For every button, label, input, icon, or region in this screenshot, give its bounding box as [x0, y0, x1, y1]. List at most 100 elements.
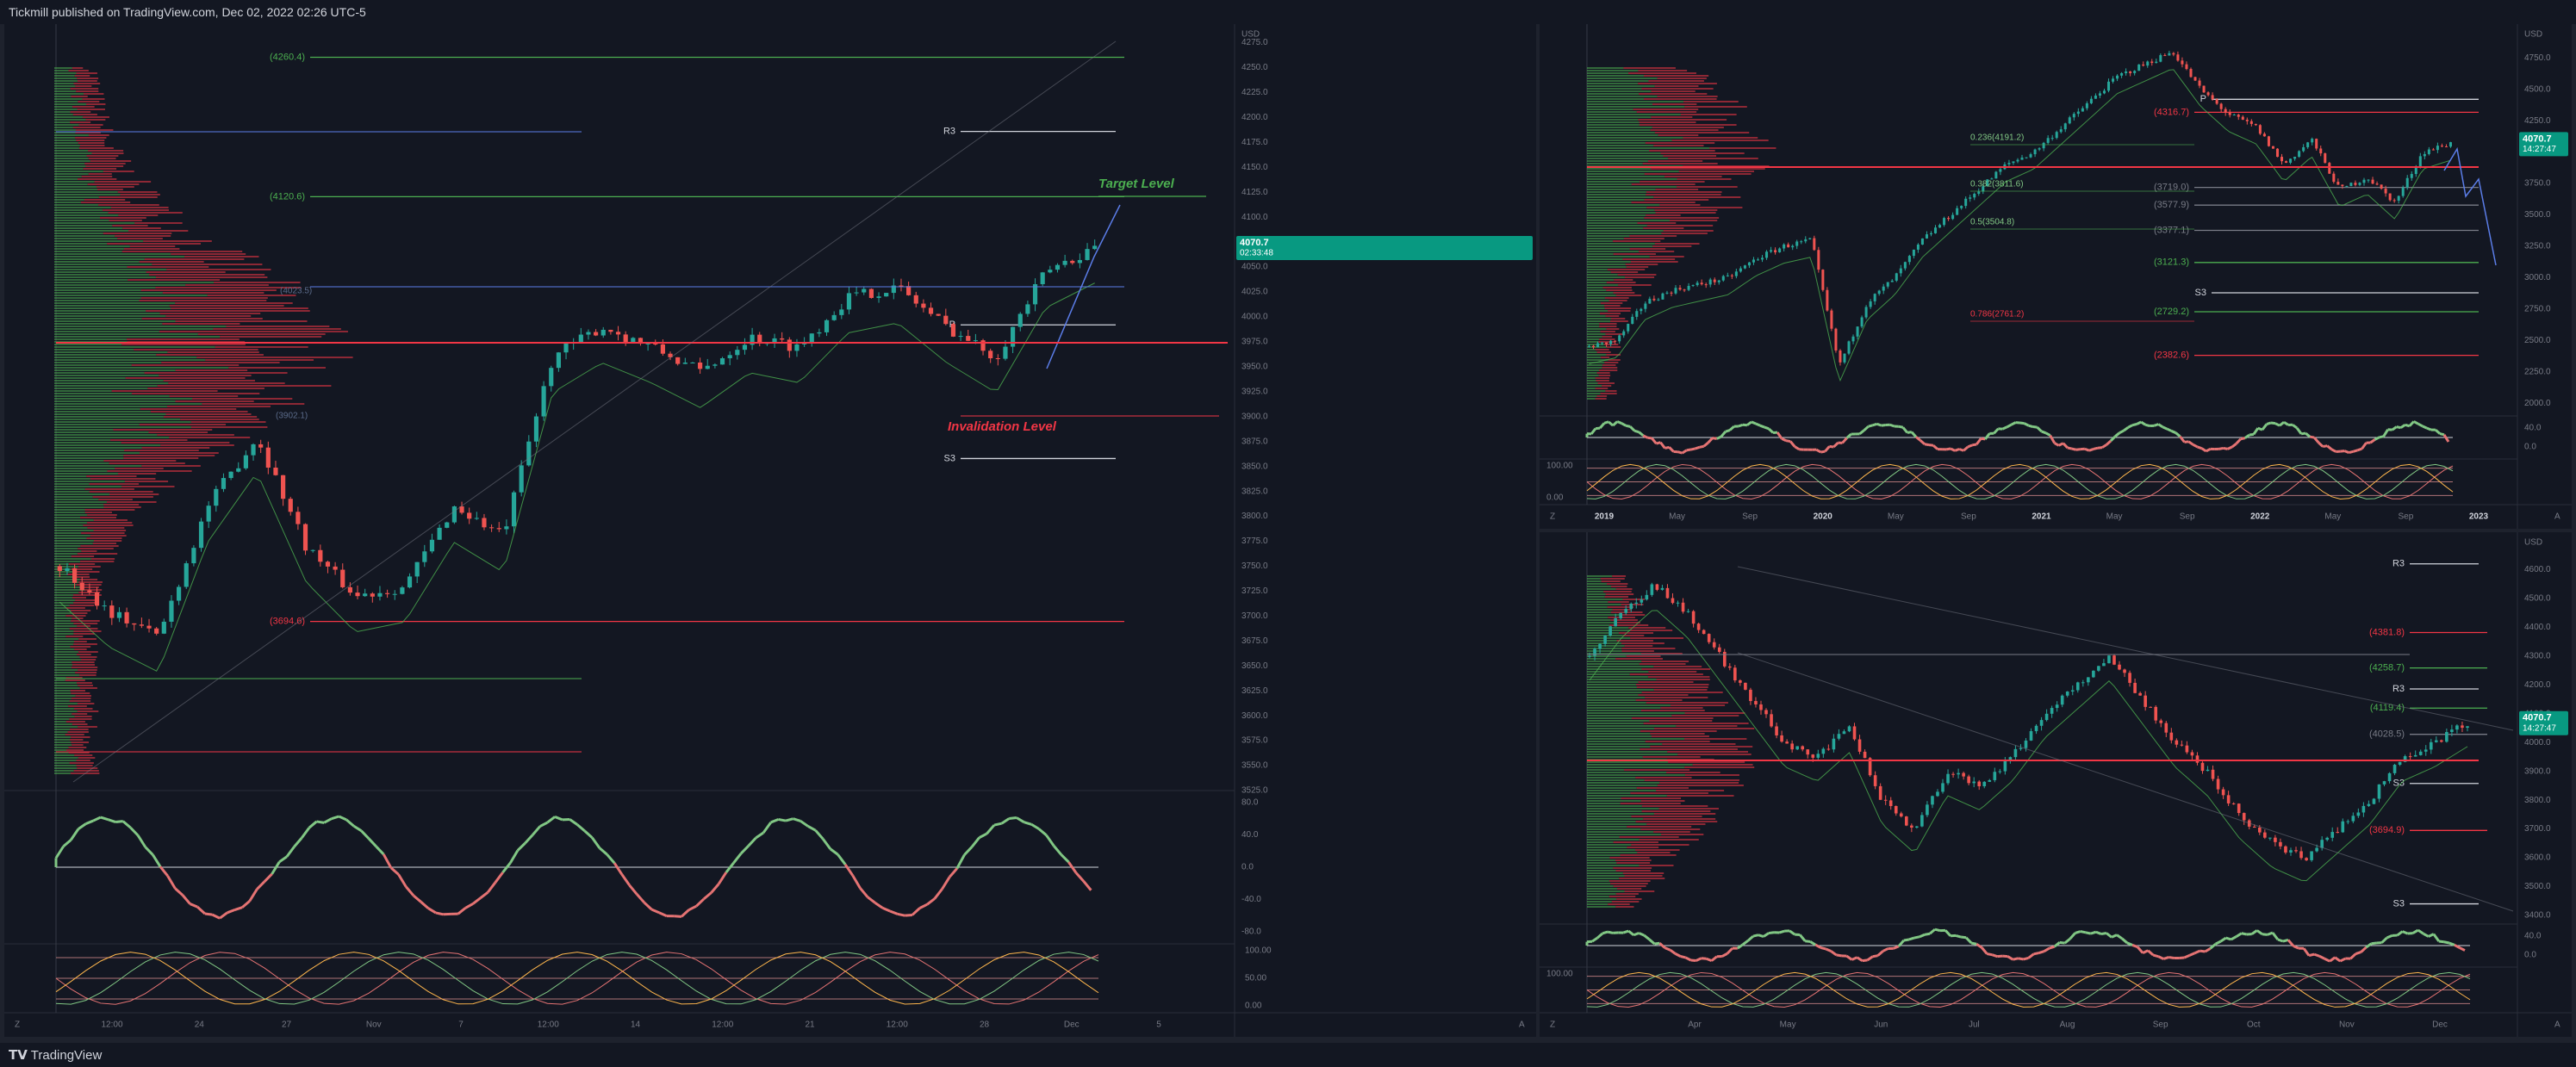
- candle-body: [1905, 816, 1908, 826]
- candle-body: [1661, 293, 1664, 300]
- volume-profile-bar: [1587, 619, 1611, 621]
- candle-body: [2382, 781, 2386, 785]
- oscillator-line: [479, 890, 489, 900]
- volume-profile-bar: [54, 710, 78, 712]
- chart-panel-left[interactable]: USD 4275.0 4250.0 4225.0 4200.0 4175.0 4150.0 4…: [4, 24, 1536, 1037]
- volume-profile-bar: [159, 375, 252, 376]
- volume-profile-bar: [1596, 372, 1610, 374]
- level-label: (3377.1): [2154, 225, 2189, 235]
- level-label: (4381.8): [2369, 627, 2405, 637]
- volume-profile-bar: [1587, 679, 1657, 680]
- volume-profile-bar: [1638, 83, 1717, 84]
- chart-panel-right-top[interactable]: USD4750.04500.04250.04000.03750.03500.03…: [1540, 24, 2572, 529]
- y-tick-label: 4025.0: [1241, 288, 1268, 297]
- volume-profile-bar: [54, 137, 76, 139]
- oscillator-line: [1882, 947, 1889, 952]
- volume-profile-bar: [54, 307, 171, 309]
- volume-profile-bar: [1587, 841, 1614, 843]
- candle-body: [1894, 805, 1898, 814]
- volume-profile-bar: [71, 620, 100, 622]
- candle-body: [1888, 800, 1893, 806]
- oscillator-line: [1825, 947, 1832, 952]
- candle-body: [2280, 157, 2284, 162]
- volume-profile-bar: [71, 741, 89, 743]
- volume-profile-bar: [131, 364, 240, 366]
- candle-body: [2254, 123, 2257, 126]
- candle-body: [1775, 726, 1778, 735]
- zoom-button[interactable]: Z: [1550, 512, 1555, 522]
- chart-left-svg[interactable]: USD4275.04250.04225.04200.04175.04150.04…: [4, 24, 1536, 1037]
- candle-body: [482, 518, 487, 528]
- volume-profile-bar: [1587, 127, 1652, 128]
- volume-profile-bar: [77, 109, 105, 110]
- oscillator-line: [2058, 442, 2064, 447]
- volume-profile-bar: [1587, 813, 1654, 815]
- oscillator-line: [2386, 934, 2393, 940]
- volume-profile-bar: [74, 648, 87, 650]
- fib-label: 0.382(3811.6): [1970, 180, 2024, 189]
- oscillator-line: [457, 907, 467, 915]
- volume-profile-bar: [1587, 276, 1625, 278]
- candle-body: [2367, 179, 2370, 181]
- oscillator-line: [970, 836, 980, 848]
- tradingview-logo[interactable]: 𝗧𝗩 TradingView: [9, 1047, 102, 1063]
- chart-right-bottom-svg[interactable]: USD4600.04500.04400.04300.04200.04100.04…: [1540, 532, 2572, 1037]
- level-label: (4316.7): [2154, 107, 2189, 117]
- candle-body: [2289, 850, 2293, 853]
- y-tick-label: 3550.0: [1241, 761, 1268, 771]
- candle-body: [1816, 754, 1820, 758]
- volume-profile-bar: [1668, 761, 1745, 763]
- candle-body: [2034, 725, 2038, 732]
- oscillator-line: [1856, 956, 1864, 962]
- volume-profile-bar: [54, 741, 72, 743]
- volume-profile-bar: [54, 762, 70, 764]
- volume-profile-bar: [54, 483, 90, 485]
- auto-scale-button[interactable]: A: [2554, 512, 2560, 522]
- oscillator-line: [2069, 932, 2076, 940]
- volume-profile-bar: [1587, 702, 1646, 704]
- oscillator-line: [2369, 438, 2376, 444]
- volume-profile-bar: [54, 581, 79, 583]
- volume-profile-bar: [1587, 300, 1609, 301]
- volume-profile-bar: [1587, 351, 1597, 353]
- oscillator-line: [2249, 432, 2255, 437]
- zoom-button[interactable]: Z: [1550, 1020, 1555, 1030]
- volume-profile-bar: [54, 716, 75, 717]
- oscillator-line: [793, 817, 801, 822]
- volume-profile-bar: [92, 496, 153, 498]
- candle-body: [1744, 682, 1747, 690]
- candle-body: [2155, 61, 2158, 64]
- oscillator-line: [1897, 940, 1905, 947]
- volume-profile-bar: [1587, 90, 1652, 92]
- volume-profile-bar: [1587, 857, 1610, 859]
- oscillator-line: [933, 888, 943, 900]
- volume-profile-bar: [1612, 609, 1633, 611]
- volume-profile-bar: [54, 586, 84, 588]
- volume-profile-bar: [72, 127, 101, 128]
- volume-profile-bar: [54, 279, 128, 281]
- volume-profile-bar: [109, 462, 185, 464]
- volume-profile-bar: [54, 217, 101, 219]
- chart-panel-right-bottom[interactable]: USD4600.04500.04400.04300.04200.04100.04…: [1540, 532, 2572, 1037]
- volume-profile-bar: [69, 718, 92, 720]
- zoom-button[interactable]: Z: [15, 1020, 20, 1030]
- candle-body: [139, 624, 144, 626]
- oscillator-line: [2049, 434, 2056, 444]
- oscillator-line: [2131, 944, 2138, 948]
- oscillator-line: [1024, 821, 1032, 826]
- volume-profile-bar: [87, 527, 125, 529]
- volume-profile-bar: [1587, 377, 1596, 379]
- volume-profile-bar: [143, 240, 212, 242]
- candle-body: [1800, 241, 1803, 243]
- auto-scale-button[interactable]: A: [1519, 1020, 1525, 1030]
- oscillator-line: [717, 872, 728, 885]
- oscillator-line: [1602, 930, 1608, 935]
- candle-body: [445, 522, 450, 528]
- chart-right-top-svg[interactable]: USD4750.04500.04250.04000.03750.03500.03…: [1540, 24, 2572, 529]
- volume-profile-bar: [124, 450, 199, 451]
- volume-profile-bar: [54, 434, 158, 436]
- auto-scale-button[interactable]: A: [2554, 1020, 2560, 1030]
- oscillator-line: [1067, 861, 1078, 874]
- volume-profile-bar: [131, 393, 260, 394]
- volume-profile-bar: [1587, 890, 1625, 892]
